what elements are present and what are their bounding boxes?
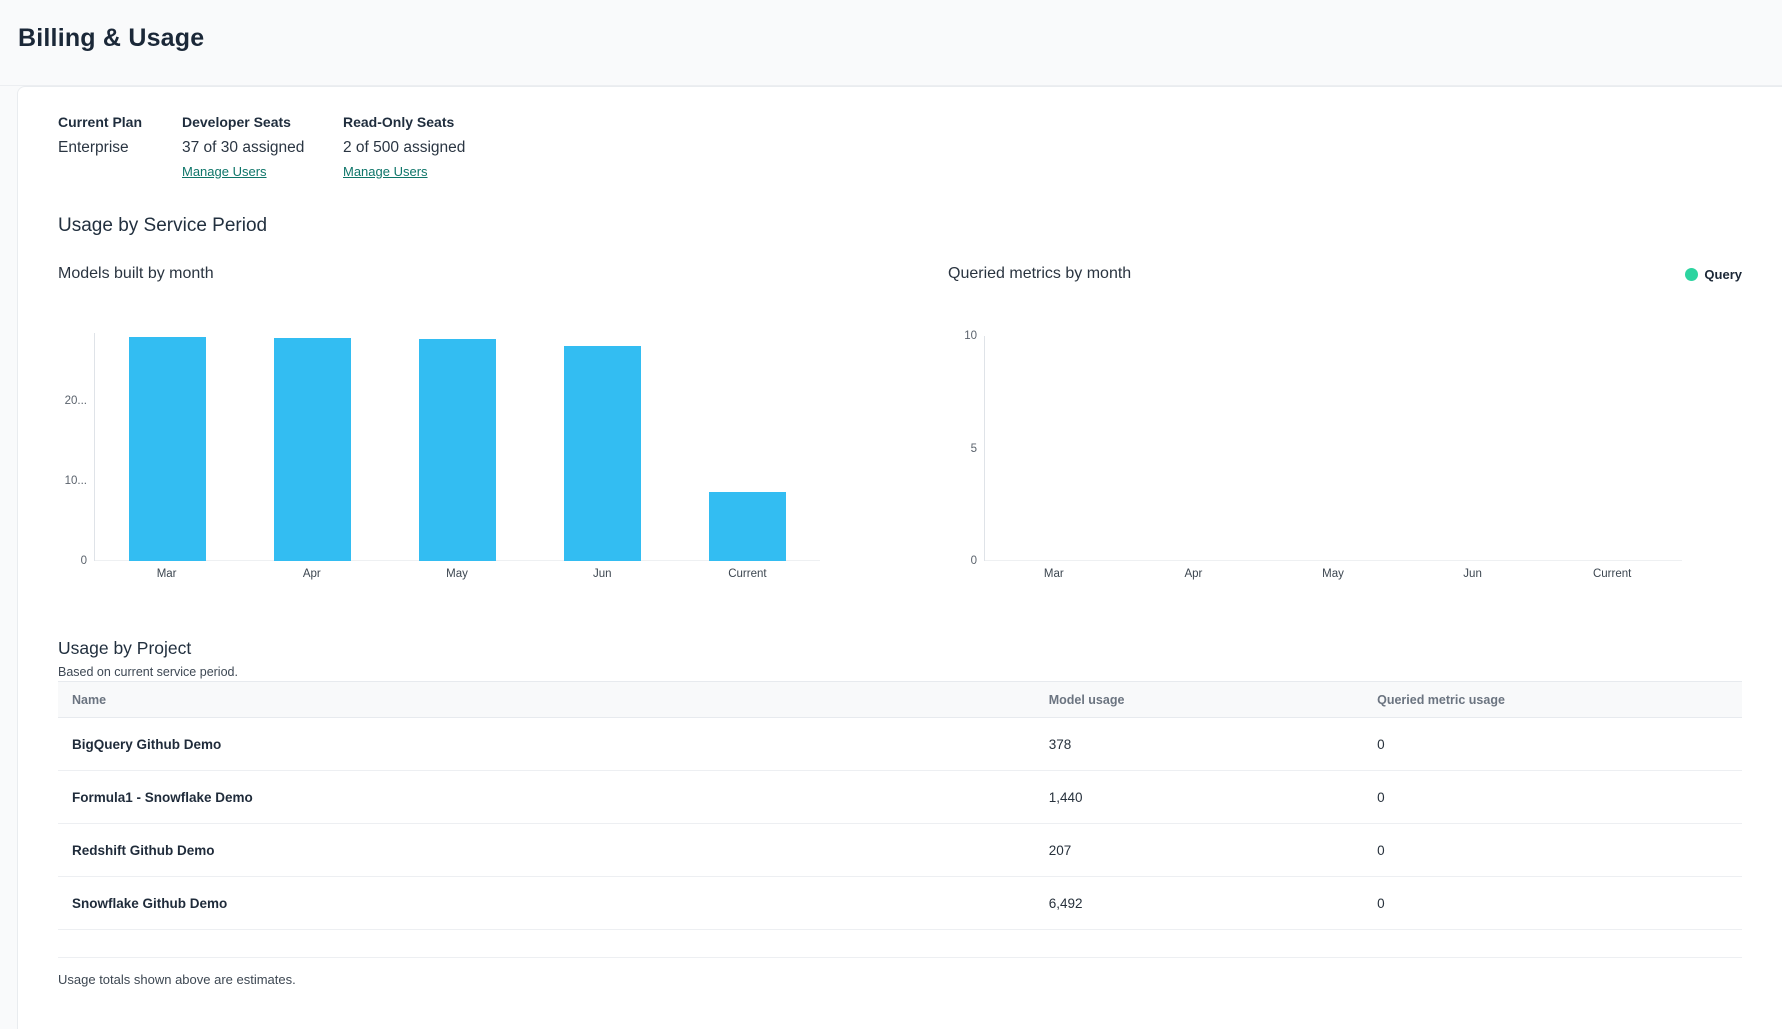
usage-by-project-table: Name Model usage Queried metric usage Bi… bbox=[58, 681, 1742, 958]
bar-apr[interactable] bbox=[274, 337, 351, 561]
read-only-seats-column: Read-Only Seats 2 of 500 assigned Manage… bbox=[343, 114, 543, 181]
manage-users-link-developer[interactable]: Manage Users bbox=[182, 164, 267, 179]
x-axis-line bbox=[985, 560, 1682, 561]
models-built-chart: Models built by month 0 10... 20... Mar Apr… bbox=[58, 263, 852, 580]
usage-by-service-period-title: Usage by Service Period bbox=[58, 215, 268, 236]
developer-seats-label: Developer Seats bbox=[182, 114, 291, 130]
model-usage-cell: 1,440 bbox=[1048, 789, 1083, 805]
billing-card: Current Plan Enterprise Developer Seats … bbox=[17, 86, 1782, 1029]
bar-jun[interactable] bbox=[564, 345, 641, 561]
read-only-seats-label: Read-Only Seats bbox=[343, 114, 455, 130]
legend-dot-icon bbox=[1685, 267, 1699, 281]
usage-by-project-title: Usage by Project bbox=[58, 638, 192, 658]
queried-metric-usage-cell: 0 bbox=[1377, 842, 1385, 858]
x-tick-label: Jun bbox=[592, 568, 612, 580]
manage-users-link-readonly[interactable]: Manage Users bbox=[343, 164, 428, 179]
x-tick-label: Mar bbox=[156, 568, 177, 580]
current-plan-column: Current Plan Enterprise bbox=[58, 114, 182, 181]
table-row: Redshift Github Demo 207 0 bbox=[58, 824, 1742, 877]
charts-row: Models built by month 0 10... 20... Mar Apr… bbox=[58, 263, 1742, 580]
table-row: Snowflake Github Demo 6,492 0 bbox=[58, 877, 1742, 930]
table-row: Formula1 - Snowflake Demo 1,440 0 bbox=[58, 771, 1742, 824]
read-only-seats-value: 2 of 500 assigned bbox=[343, 139, 466, 156]
page-title: Billing & Usage bbox=[18, 24, 205, 52]
column-header-name: Name bbox=[72, 692, 107, 707]
model-usage-cell: 378 bbox=[1048, 736, 1072, 752]
legend-item-query[interactable]: Query bbox=[1685, 267, 1742, 282]
current-plan-label: Current Plan bbox=[58, 114, 143, 130]
x-tick-label: Jun bbox=[1463, 568, 1482, 580]
queried-metrics-chart-title: Queried metrics by month bbox=[948, 265, 1132, 282]
model-usage-cell: 6,492 bbox=[1048, 895, 1083, 911]
x-tick-label: Mar bbox=[1043, 568, 1064, 580]
queried-metric-usage-cell: 0 bbox=[1377, 789, 1385, 805]
developer-seats-column: Developer Seats 37 of 30 assigned Manage… bbox=[182, 114, 343, 181]
y-tick-label: 5 bbox=[970, 442, 977, 455]
legend-label: Query bbox=[1704, 266, 1742, 282]
y-tick-label: 20... bbox=[64, 395, 87, 407]
table-row: BigQuery Github Demo 378 0 bbox=[58, 718, 1742, 771]
x-tick-label: Current bbox=[1592, 568, 1632, 580]
project-name-cell: Snowflake Github Demo bbox=[72, 895, 228, 911]
queried-metrics-chart: Queried metrics by month Query 0 5 10 Mar A… bbox=[948, 263, 1742, 580]
x-tick-label: May bbox=[1322, 568, 1344, 580]
y-tick-label: 0 bbox=[970, 555, 977, 567]
y-tick-label: 10 bbox=[964, 330, 977, 342]
current-plan-value: Enterprise bbox=[58, 139, 129, 156]
bar-mar[interactable] bbox=[129, 337, 206, 561]
x-tick-label: Apr bbox=[302, 568, 321, 580]
queried-metrics-plot-area: 0 5 10 bbox=[964, 330, 1682, 567]
column-header-queried-metric-usage: Queried metric usage bbox=[1377, 692, 1505, 707]
y-tick-label: 0 bbox=[80, 555, 87, 567]
page-header: Billing & Usage bbox=[0, 0, 1782, 86]
project-name-cell: BigQuery Github Demo bbox=[72, 736, 222, 752]
developer-seats-value: 37 of 30 assigned bbox=[182, 139, 305, 156]
plan-summary: Current Plan Enterprise Developer Seats … bbox=[58, 114, 1742, 181]
queried-metric-usage-cell: 0 bbox=[1377, 736, 1385, 752]
models-built-plot-area: 0 10... 20... bbox=[65, 333, 820, 567]
queried-metrics-x-axis: Mar Apr May Jun Current bbox=[984, 568, 1682, 580]
models-built-chart-title: Models built by month bbox=[58, 265, 214, 282]
x-tick-label: May bbox=[446, 568, 468, 580]
bar-current[interactable] bbox=[709, 492, 786, 561]
usage-footnote: Usage totals shown above are estimates. bbox=[58, 972, 296, 987]
project-name-cell: Redshift Github Demo bbox=[72, 842, 215, 858]
bar-may[interactable] bbox=[419, 338, 496, 561]
x-tick-label: Apr bbox=[1184, 568, 1203, 580]
model-usage-cell: 207 bbox=[1048, 842, 1072, 858]
usage-by-project-subtitle: Based on current service period. bbox=[58, 665, 238, 679]
project-name-cell: Formula1 - Snowflake Demo bbox=[72, 789, 253, 805]
models-built-x-axis: Mar Apr May Jun Current bbox=[94, 568, 820, 580]
y-tick-label: 10... bbox=[64, 475, 87, 487]
table-row-empty bbox=[58, 930, 1742, 958]
table-header-row: Name Model usage Queried metric usage bbox=[58, 681, 1742, 718]
queried-metric-usage-cell: 0 bbox=[1377, 895, 1385, 911]
x-tick-label: Current bbox=[728, 568, 767, 580]
column-header-model-usage: Model usage bbox=[1048, 692, 1125, 707]
